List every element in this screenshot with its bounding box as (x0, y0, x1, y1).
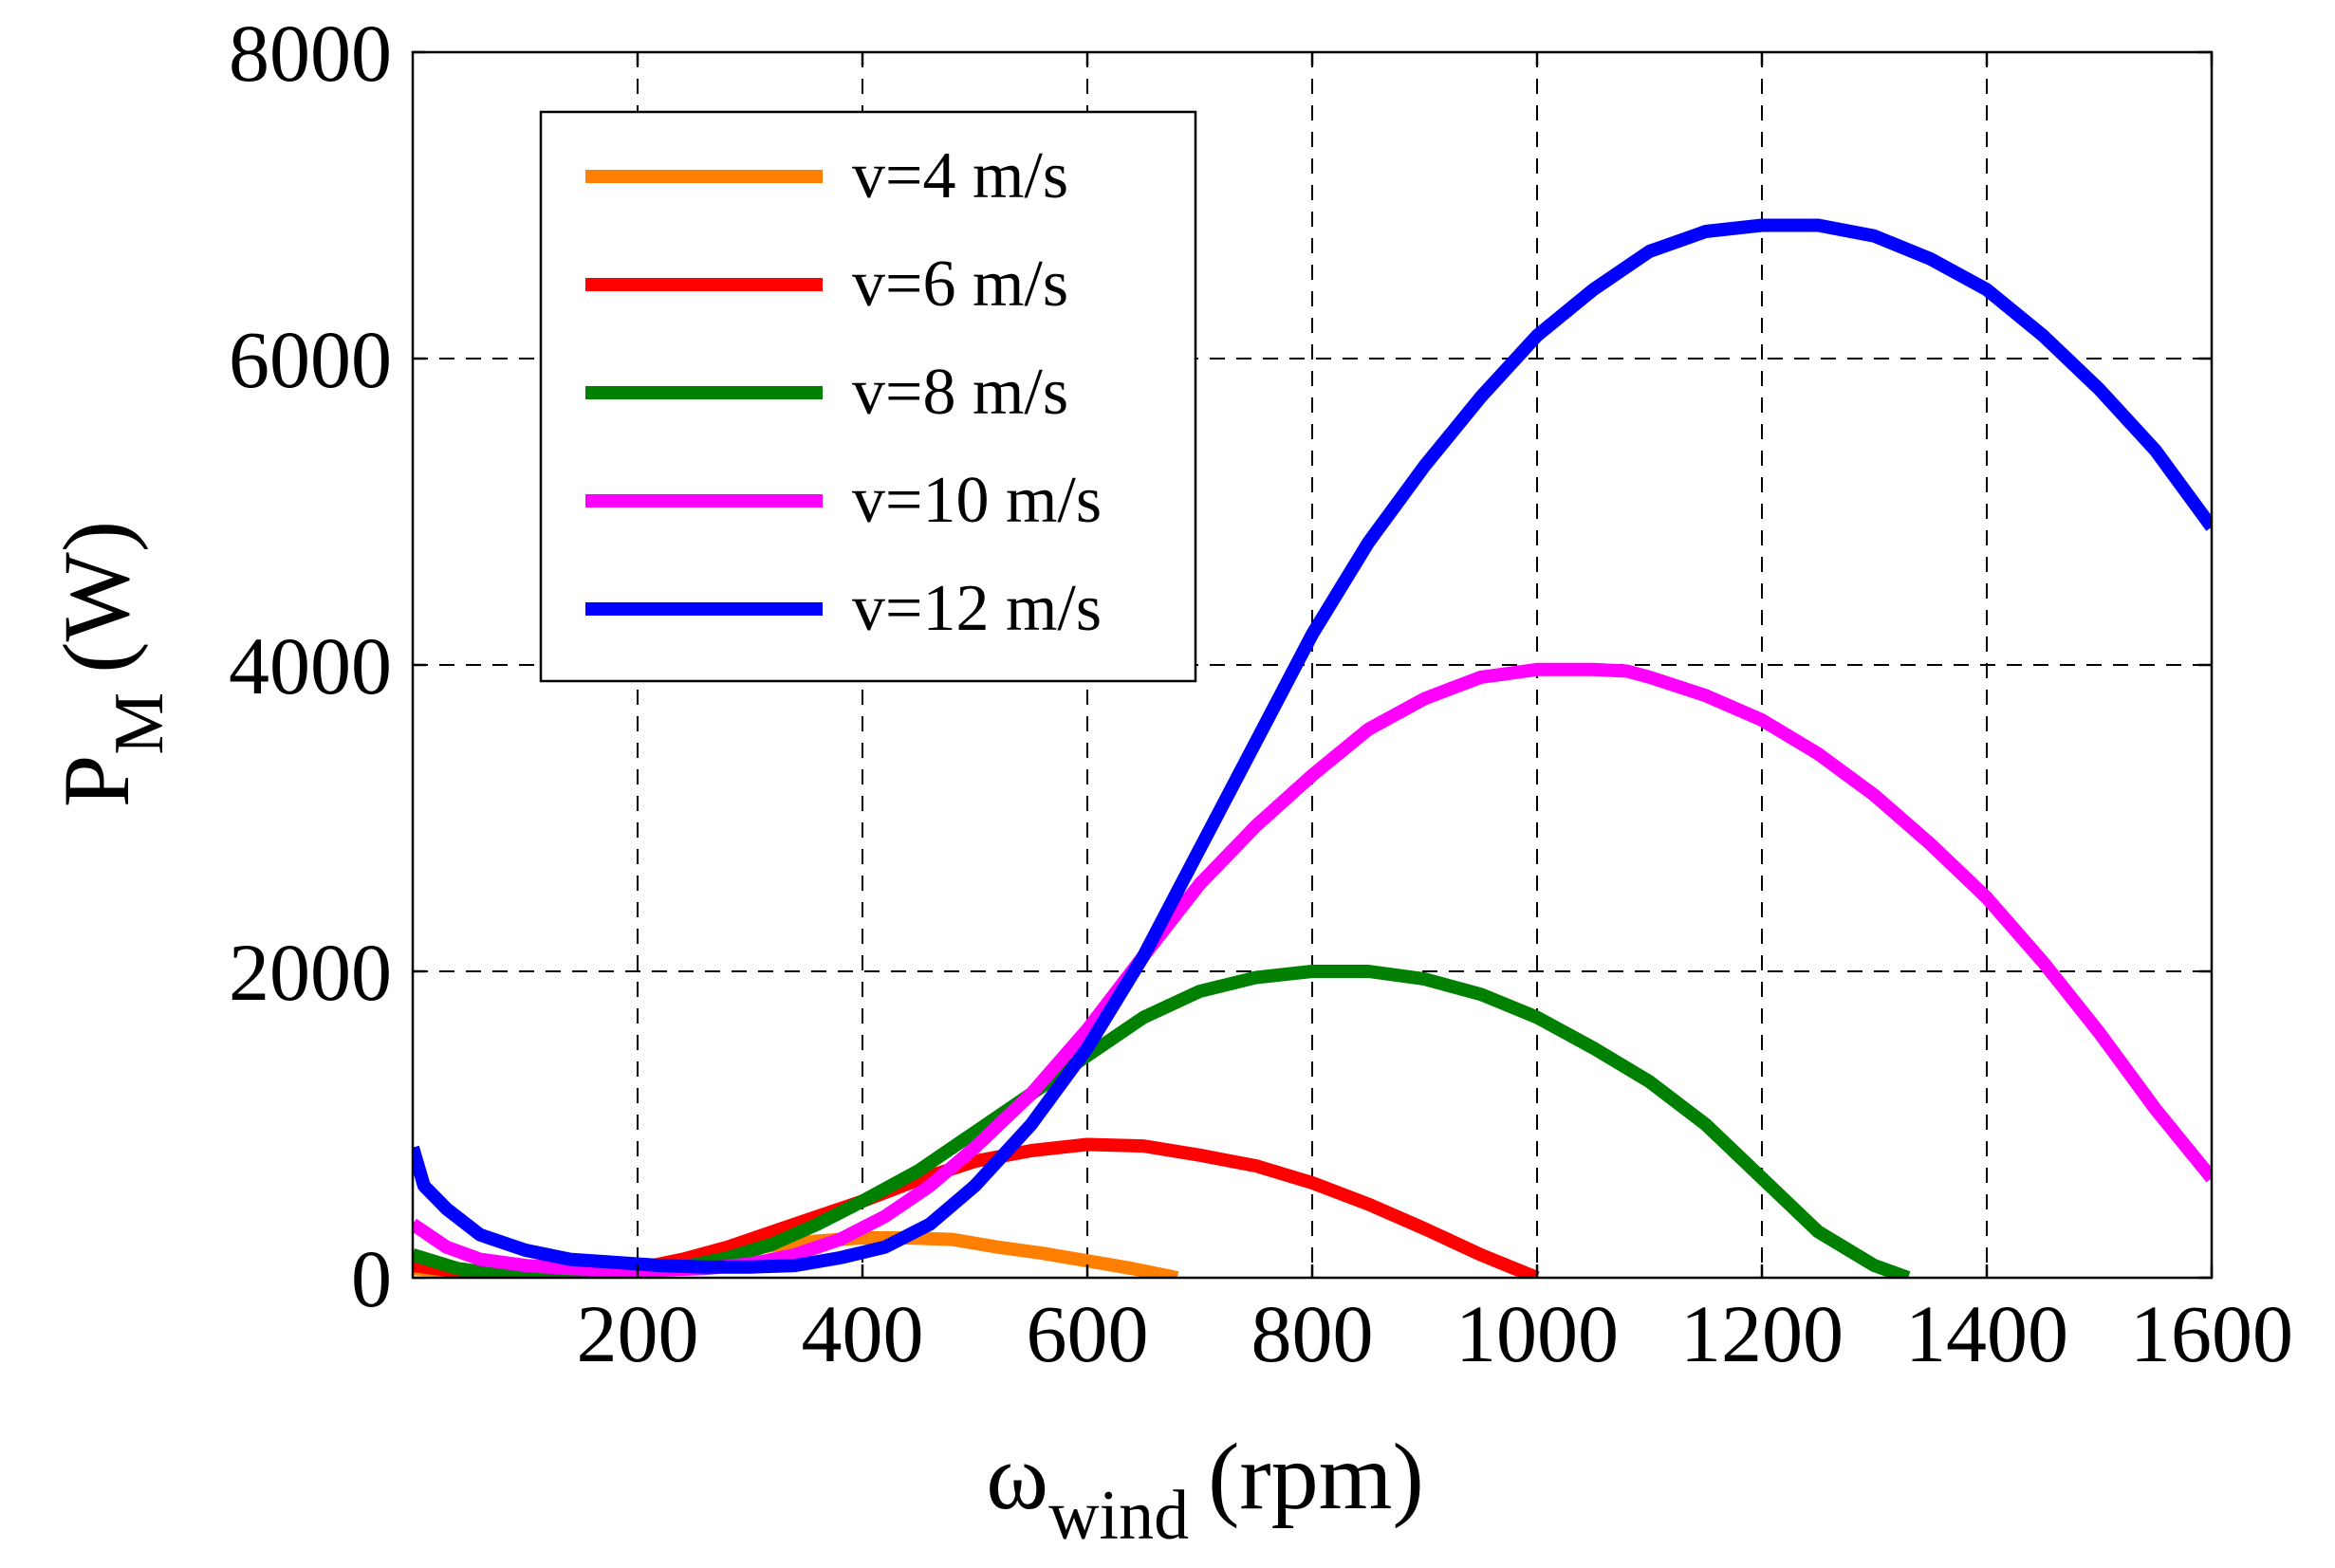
axis-ticks (413, 50, 2214, 1280)
x-tick-label: 1400 (1905, 1288, 2068, 1379)
x-tick-label: 800 (1251, 1288, 1374, 1379)
x-tick-label: 1000 (1455, 1288, 1619, 1379)
x-axis-title-unit: (rpm) (1208, 1424, 1424, 1529)
y-tick-label: 2000 (229, 927, 392, 1018)
x-axis-title-main: ω (986, 1424, 1048, 1529)
legend: v=4 m/s v=6 m/s v=8 m/s v=10 m/s v=12 m/… (539, 110, 1197, 683)
legend-label-v12: v=12 m/s (852, 572, 1102, 645)
series-line-v-12-m-s (413, 218, 2212, 1274)
y-tick-labels: 0 2000 4000 6000 8000 (229, 8, 392, 1324)
y-axis-title-sub: M (101, 692, 178, 755)
x-tick-labels: 200 400 600 800 1000 1200 1400 1600 (577, 1288, 2294, 1379)
series-lines (413, 218, 2212, 1278)
legend-label-v6: v=6 m/s (852, 248, 1068, 321)
x-tick-label: 200 (577, 1288, 699, 1379)
legend-label-v10: v=10 m/s (852, 464, 1102, 537)
x-axis-title: ωwind (rpm) (986, 1424, 1424, 1555)
x-tick-label: 600 (1027, 1288, 1149, 1379)
y-tick-label: 4000 (229, 620, 392, 711)
x-tick-label: 400 (802, 1288, 924, 1379)
x-tick-label: 1600 (2130, 1288, 2293, 1379)
y-axis-title-main: P (44, 755, 149, 808)
x-tick-label: 1200 (1680, 1288, 1844, 1379)
y-tick-label: 6000 (229, 314, 392, 405)
y-axis-title-unit: (W) (44, 521, 149, 673)
y-tick-label: 0 (351, 1233, 392, 1324)
legend-label-v4: v=4 m/s (852, 139, 1068, 212)
y-axis-title: PM (W) (44, 521, 178, 807)
x-axis-title-sub: wind (1048, 1477, 1189, 1555)
y-tick-label: 8000 (229, 8, 392, 99)
legend-label-v8: v=8 m/s (852, 356, 1068, 429)
